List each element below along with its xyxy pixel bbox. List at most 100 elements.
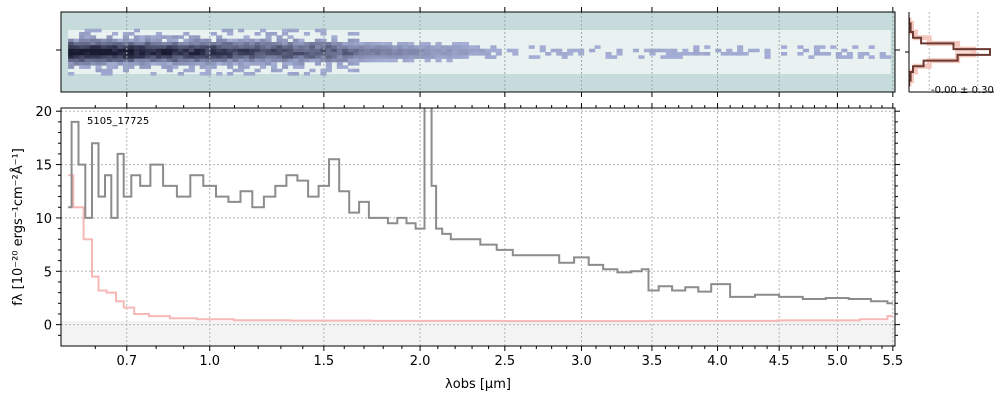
heatmap-cell (457, 52, 464, 56)
heatmap-cell (90, 62, 97, 66)
heatmap-cell (210, 45, 217, 49)
heatmap-cell (227, 62, 234, 66)
heatmap-cell (95, 45, 102, 49)
heatmap-cell (227, 42, 234, 46)
heatmap-cell (150, 38, 157, 43)
heatmap-cell (353, 58, 360, 63)
heatmap-cell (227, 48, 234, 53)
heatmap-cell (353, 38, 360, 43)
heatmap-cell (375, 58, 382, 63)
heatmap-cell (161, 48, 168, 53)
heatmap-cell (781, 52, 788, 56)
heatmap-cell (287, 55, 294, 59)
heatmap-cell (353, 45, 360, 49)
heatmap-cell (452, 55, 459, 59)
heatmap-cell (314, 38, 321, 43)
heatmap-cell (391, 55, 398, 59)
heatmap-cell (155, 38, 162, 43)
spectrum-2d-panel (56, 7, 900, 97)
heatmap-cell (369, 45, 376, 49)
heatmap-cell (665, 48, 672, 53)
heatmap-cell (408, 55, 415, 59)
heatmap-cell (139, 48, 146, 53)
heatmap-cell (309, 42, 316, 46)
heatmap-cell (79, 45, 86, 49)
heatmap-cell (671, 55, 678, 59)
heatmap-cell (715, 48, 722, 53)
heatmap-cell (731, 52, 738, 56)
heatmap-cell (292, 65, 299, 69)
heatmap-cell (172, 55, 179, 59)
heatmap-cell (314, 55, 321, 59)
heatmap-cell (386, 52, 393, 56)
heatmap-cell (177, 52, 184, 56)
heatmap-cell (101, 68, 108, 73)
heatmap-cell (95, 68, 102, 73)
heatmap-cell (325, 55, 332, 59)
heatmap-cell (90, 38, 97, 43)
heatmap-cell (682, 48, 689, 53)
heatmap-cell (112, 52, 119, 56)
heatmap-cell (161, 35, 168, 39)
heatmap-cell (249, 72, 256, 76)
heatmap-cell (424, 55, 431, 59)
heatmap-cell (336, 58, 343, 63)
heatmap-cell (424, 45, 431, 49)
heatmap-cell (101, 52, 108, 56)
heatmap-cell (265, 52, 272, 56)
heatmap-cell (194, 35, 201, 39)
heatmap-cell (347, 45, 354, 49)
heatmap-cell (325, 65, 332, 69)
heatmap-cell (276, 68, 283, 73)
heatmap-cell (112, 65, 119, 69)
spectrum-2d-ticks (56, 7, 900, 97)
heatmap-cell (364, 52, 371, 56)
heatmap-cell (221, 45, 228, 49)
heatmap-cell (857, 52, 864, 56)
heatmap-cell (819, 52, 826, 56)
heatmap-cell (73, 48, 80, 53)
heatmap-cell (397, 45, 404, 49)
heatmap-cell (452, 45, 459, 49)
heatmap-cell (353, 32, 360, 36)
heatmap-cell (698, 52, 705, 56)
heatmap-cell (298, 42, 305, 46)
heatmap-cell (183, 32, 190, 36)
heatmap-cell (199, 52, 206, 56)
heatmap-cell (122, 52, 129, 56)
heatmap-cell (402, 48, 409, 53)
heatmap-cell (260, 45, 267, 49)
heatmap-cell (238, 42, 245, 46)
heatmap-cell (166, 48, 173, 53)
heatmap-cell (260, 28, 267, 33)
heatmap-cell (643, 48, 650, 53)
heatmap-cell (490, 45, 497, 49)
heatmap-cell (84, 28, 91, 33)
heatmap-cell (221, 52, 228, 56)
heatmap-cell (144, 42, 151, 46)
heatmap-cell (90, 45, 97, 49)
heatmap-cell (380, 48, 387, 53)
heatmap-cell (249, 62, 256, 66)
heatmap-cell (282, 65, 289, 69)
heatmap-cell (84, 58, 91, 63)
heatmap-cell (177, 55, 184, 59)
heatmap-cell (325, 58, 332, 63)
heatmap-cell (128, 55, 135, 59)
heatmap-cell (353, 55, 360, 59)
heatmap-cell (79, 32, 86, 36)
heatmap-cell (402, 42, 409, 46)
heatmap-cell (68, 58, 75, 63)
heatmap-cell (161, 42, 168, 46)
heatmap-cell (298, 48, 305, 53)
heatmap-cell (128, 48, 135, 53)
heatmap-cell (364, 48, 371, 53)
heatmap-cell (216, 72, 223, 76)
heatmap-cell (276, 35, 283, 39)
heatmap-cell (68, 62, 75, 66)
heatmap-cell (144, 35, 151, 39)
heatmap-cell (155, 35, 162, 39)
heatmap-cell (68, 52, 75, 56)
heatmap-cell (112, 58, 119, 63)
heatmap-cell (205, 72, 212, 76)
